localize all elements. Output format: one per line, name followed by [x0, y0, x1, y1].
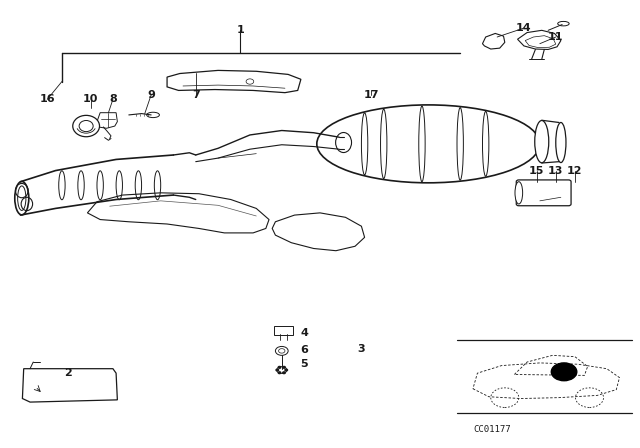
- Text: CC01177: CC01177: [473, 425, 511, 434]
- Circle shape: [276, 366, 287, 374]
- Ellipse shape: [556, 122, 566, 163]
- Circle shape: [276, 369, 278, 371]
- Ellipse shape: [147, 112, 159, 117]
- Text: 17: 17: [364, 90, 379, 100]
- FancyBboxPatch shape: [516, 180, 571, 206]
- FancyBboxPatch shape: [274, 326, 293, 335]
- Text: 6: 6: [300, 345, 308, 354]
- Circle shape: [278, 372, 281, 374]
- Circle shape: [285, 369, 287, 371]
- Text: 14: 14: [516, 23, 532, 33]
- Text: 4: 4: [300, 328, 308, 338]
- Circle shape: [275, 346, 288, 355]
- Ellipse shape: [73, 116, 100, 137]
- Text: 9: 9: [147, 90, 155, 100]
- Text: 16: 16: [40, 95, 55, 104]
- Text: 13: 13: [548, 166, 563, 176]
- Ellipse shape: [557, 22, 569, 26]
- Circle shape: [283, 372, 285, 374]
- Text: 10: 10: [83, 95, 99, 104]
- Circle shape: [283, 366, 285, 368]
- Circle shape: [551, 363, 577, 381]
- Text: 12: 12: [567, 166, 582, 176]
- Ellipse shape: [535, 121, 548, 163]
- Text: 2: 2: [65, 368, 72, 378]
- Text: 5: 5: [300, 359, 308, 369]
- Ellipse shape: [515, 182, 523, 204]
- Text: 3: 3: [358, 344, 365, 353]
- Text: 8: 8: [109, 95, 116, 104]
- Text: 7: 7: [192, 90, 200, 100]
- Text: 11: 11: [548, 32, 564, 42]
- Text: 1: 1: [236, 26, 244, 35]
- Ellipse shape: [335, 133, 351, 152]
- Circle shape: [278, 366, 281, 368]
- Ellipse shape: [317, 105, 540, 183]
- Text: 15: 15: [529, 166, 545, 176]
